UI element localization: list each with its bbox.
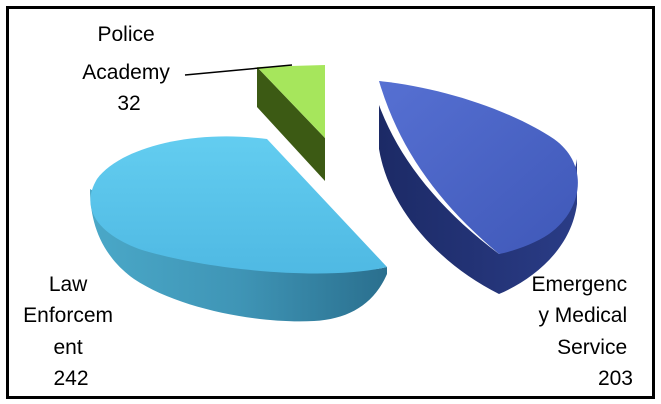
slice-ems (379, 81, 578, 294)
slice-law-enforcement-top (90, 136, 388, 274)
label-police-academy-line-1: Police (97, 23, 154, 46)
label-law-enforcement-value: 242 (53, 367, 88, 390)
label-law-enforcement: Law Enforcem ent 242 (23, 273, 119, 390)
label-ems-line-2: y Medical (538, 304, 627, 327)
police-academy-leader-line (184, 64, 293, 76)
pie-chart: Police Academy 32 Law Enforcem ent 242 E… (23, 23, 633, 390)
slice-police-academy (257, 65, 325, 181)
slice-police-academy-side (257, 67, 325, 181)
slice-police-academy-top (257, 65, 325, 138)
slice-ems-side (379, 105, 577, 294)
label-ems: Emergenc y Medical Service 203 (531, 273, 633, 390)
slice-law-enforcement (90, 136, 388, 322)
label-law-enforcement-line-2: Enforcem (23, 304, 113, 327)
label-police-academy: Police Academy 32 (82, 23, 175, 115)
label-police-academy-value: 32 (117, 92, 140, 115)
slice-ems-top (379, 81, 578, 254)
chart-frame: Police Academy 32 Law Enforcem ent 242 E… (6, 6, 655, 399)
label-ems-line-3: Service (557, 336, 627, 359)
label-law-enforcement-line-3: ent (53, 336, 82, 359)
label-ems-value: 203 (598, 367, 633, 390)
label-police-academy-line-2: Academy (82, 61, 170, 84)
label-law-enforcement-line-1: Law (49, 273, 88, 296)
label-ems-line-1: Emergenc (531, 273, 627, 296)
